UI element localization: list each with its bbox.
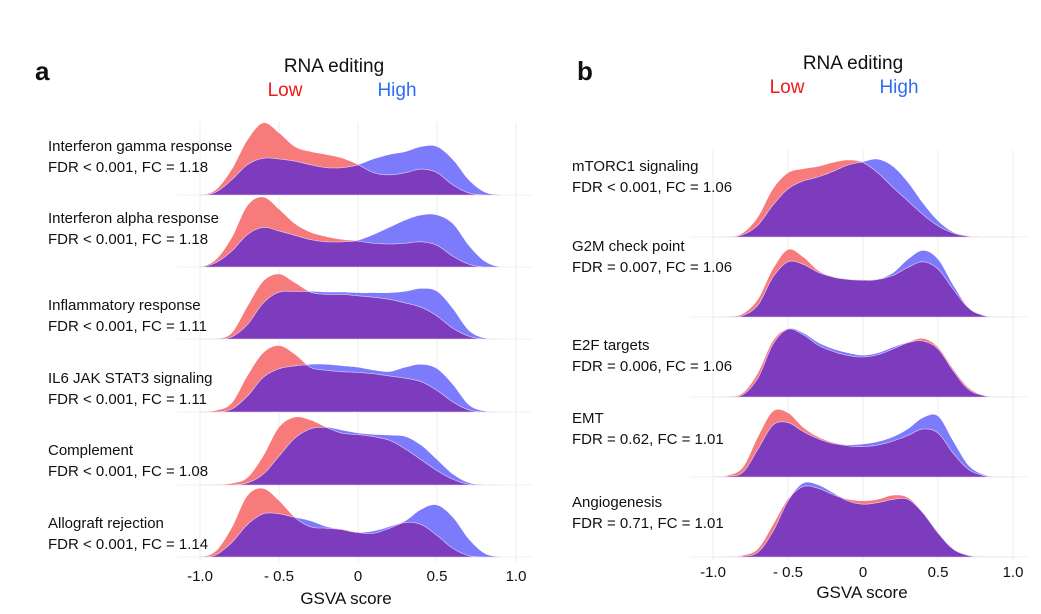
x-tick-label: 0.5 xyxy=(426,568,448,585)
x-tick-label: -1.0 xyxy=(187,568,213,585)
density-overlap xyxy=(199,157,501,196)
ridge-stat: FDR = 0.71, FC = 1.01 xyxy=(572,515,724,532)
ridge-label: Interferon alpha response FDR < 0.001, FC… xyxy=(48,208,219,250)
ridge-stat: FDR < 0.001, FC = 1.08 xyxy=(48,463,209,480)
x-axis-label-b: GSVA score xyxy=(816,583,908,602)
density-overlap xyxy=(713,260,1013,318)
density-overlap xyxy=(713,328,1013,398)
ridge-label: Allograft rejection FDR < 0.001, FC = 1.1… xyxy=(48,513,208,555)
ridge-stat: FDR < 0.001, FC = 1.11 xyxy=(48,318,207,335)
ridge-stat: FDR = 0.62, FC = 1.01 xyxy=(572,431,724,448)
ridge-angiogenesis xyxy=(713,482,1013,558)
x-tick-label: 0.5 xyxy=(927,564,949,581)
ridge-mtorc1-signaling xyxy=(713,159,1013,238)
ridge-interferon-alpha-response xyxy=(199,197,501,268)
panel-letter-a: a xyxy=(35,56,50,86)
x-tick-label: 0 xyxy=(858,564,868,581)
ridge-stat: FDR < 0.001, FC = 1.14 xyxy=(48,536,209,553)
panel-b xyxy=(690,150,1028,560)
density-overlap xyxy=(200,290,501,340)
ridge-g2m-check-point xyxy=(713,249,1013,318)
panel-a xyxy=(176,122,532,562)
ridge-label: E2F targets FDR = 0.006, FC = 1.06 xyxy=(572,335,732,377)
legend-high-b: High xyxy=(879,77,919,98)
legend-title-a: RNA editing xyxy=(283,56,385,77)
ridge-name: Complement xyxy=(48,442,134,459)
legend-high-a: High xyxy=(377,80,417,101)
ridge-name: Interferon alpha response xyxy=(48,210,219,227)
ridge-stat: FDR < 0.001, FC = 1.11 xyxy=(48,391,207,408)
ridge-name: E2F targets xyxy=(572,337,650,354)
ridge-label: Inflammatory response FDR < 0.001, FC = 1… xyxy=(48,295,207,337)
ridge-stat: FDR = 0.007, FC = 1.06 xyxy=(572,259,733,276)
ridge-label: G2M check point FDR = 0.007, FC = 1.06 xyxy=(572,236,732,278)
density-overlap xyxy=(713,485,1013,558)
ridge-e2f-targets xyxy=(713,328,1013,398)
ridge-stat: FDR = 0.006, FC = 1.06 xyxy=(572,358,733,375)
ridge-stat: FDR < 0.001, FC = 1.06 xyxy=(572,179,733,196)
ridge-label: IL6 JAK STAT3 signaling FDR < 0.001, FC =… xyxy=(48,368,213,410)
density-overlap xyxy=(713,161,1013,238)
legend-title-b: RNA editing xyxy=(802,53,904,74)
density-overlap xyxy=(713,421,1013,478)
ridge-emt xyxy=(713,409,1013,478)
ridge-name: Angiogenesis xyxy=(572,494,663,511)
x-axis-label-a: GSVA score xyxy=(300,589,392,608)
ridge-label: mTORC1 signaling FDR < 0.001, FC = 1.06 xyxy=(572,156,732,198)
x-tick-label: - 0.5 xyxy=(772,564,804,581)
ridge-label: Angiogenesis FDR = 0.71, FC = 1.01 xyxy=(572,492,724,534)
ridge-name: Allograft rejection xyxy=(48,515,164,532)
legend-low-b: Low xyxy=(769,77,805,98)
ridge-name: mTORC1 signaling xyxy=(572,158,699,175)
x-tick-label: 0 xyxy=(353,568,363,585)
ridge-inflammatory-response xyxy=(200,274,501,340)
x-tick-label: 1.0 xyxy=(1002,564,1024,581)
ridge-label: Interferon gamma response FDR < 0.001, FC… xyxy=(48,136,232,178)
x-tick-label: 1.0 xyxy=(505,568,527,585)
ridge-name: Inflammatory response xyxy=(48,297,201,314)
ridge-allograft-rejection xyxy=(199,488,501,558)
density-overlap xyxy=(199,512,501,558)
ridge-label: EMT FDR = 0.62, FC = 1.01 xyxy=(572,408,724,450)
density-overlap xyxy=(199,226,501,268)
legend-low-a: Low xyxy=(267,80,303,101)
ridge-complement xyxy=(200,417,501,486)
ridge-label: Complement FDR < 0.001, FC = 1.08 xyxy=(48,440,208,482)
ridge-stat: FDR < 0.001, FC = 1.18 xyxy=(48,231,209,248)
ridge-il6-jak-stat3-signaling xyxy=(200,345,501,413)
ridge-name: G2M check point xyxy=(572,238,685,255)
ridge-name: IL6 JAK STAT3 signaling xyxy=(48,370,213,387)
density-overlap xyxy=(200,427,501,486)
ridge-stat: FDR < 0.001, FC = 1.18 xyxy=(48,159,209,176)
panel-letter-b: b xyxy=(577,56,593,86)
x-tick-label: - 0.5 xyxy=(263,568,295,585)
ridge-interferon-gamma-response xyxy=(199,122,501,196)
ridge-name: Interferon gamma response xyxy=(48,138,233,155)
x-tick-label: -1.0 xyxy=(700,564,726,581)
density-overlap xyxy=(200,364,501,413)
ridge-name: EMT xyxy=(572,410,604,427)
